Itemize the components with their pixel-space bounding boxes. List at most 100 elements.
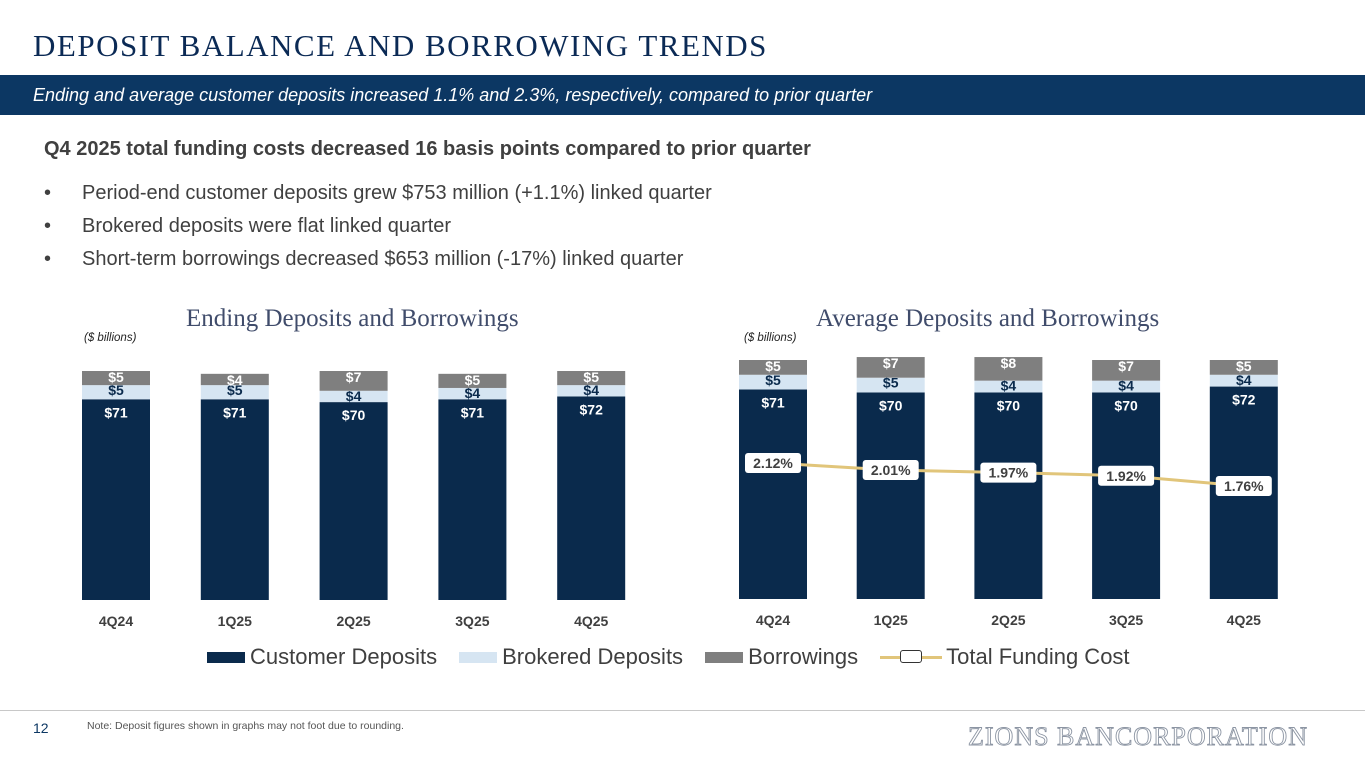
page-title: DEPOSIT BALANCE AND BORROWING TRENDS [33,28,768,63]
average-chart-units: ($ billions) [744,332,797,344]
data-label-customer-deposits: $72 [580,401,604,417]
data-label-brokered-deposits: $4 [465,385,481,401]
footnote: Note: Deposit figures shown in graphs ma… [87,720,404,732]
ending-chart-title: Ending Deposits and Borrowings [186,305,519,332]
bar-brokered-deposits [974,380,1043,393]
legend-item-brokered: Brokered Deposits [459,644,683,670]
subtitle-banner: Ending and average customer deposits inc… [0,75,1365,115]
bar-borrowings [1092,360,1161,381]
legend-label: Customer Deposits [250,644,438,669]
bullet-text: Period-end customer deposits grew $753 m… [82,182,712,204]
x-tick-label: 3Q25 [455,613,489,629]
legend-item-borrowings: Borrowings [705,644,858,670]
bar-customer-deposits [82,399,150,600]
chart-legend: Customer Deposits Brokered Deposits Borr… [207,643,1152,671]
x-tick-label: 4Q25 [574,613,608,629]
funding-cost-label: 1.97% [989,465,1029,481]
bar-brokered-deposits [1209,374,1278,387]
legend-item-customer: Customer Deposits [207,644,437,670]
data-label-brokered-deposits: $4 [1236,372,1252,388]
bar-brokered-deposits [557,385,626,397]
footer-divider [0,710,1365,711]
legend-swatch [705,651,744,663]
funding-cost-label-box [1215,476,1272,497]
bar-brokered-deposits [82,385,150,400]
legend-swatch [459,651,498,663]
data-label-brokered-deposits: $4 [1001,378,1017,394]
data-label-customer-deposits: $71 [761,395,785,411]
x-tick-label: 3Q25 [1109,612,1143,628]
data-label-borrowings: $5 [765,358,781,374]
bar-borrowings [739,360,807,375]
funding-cost-label: 1.92% [1106,468,1146,484]
data-label-borrowings: $7 [346,369,362,385]
bullet-list: • Period-end customer deposits grew $753 … [44,180,712,279]
funding-cost-label-box [862,460,919,481]
legend-label: Brokered Deposits [502,644,684,669]
data-label-borrowings: $7 [1118,358,1134,374]
bar-brokered-deposits [200,385,269,400]
funding-cost-label-box [980,462,1037,483]
bar-borrowings [319,371,388,391]
bar-borrowings [557,371,626,386]
bar-customer-deposits [438,399,507,600]
bar-brokered-deposits [319,390,388,403]
company-logo: ZIONS BANCORPORATION [968,722,1308,752]
bullet-text: Short-term borrowings decreased $653 mil… [82,248,684,270]
bar-borrowings [200,373,269,386]
legend-swatch [207,651,245,663]
data-label-customer-deposits: $71 [223,404,247,420]
bar-brokered-deposits [856,377,925,393]
bar-borrowings [1209,360,1278,375]
bullet-item: • Period-end customer deposits grew $753 … [44,180,712,213]
x-tick-label: 2Q25 [336,613,370,629]
data-label-brokered-deposits: $4 [1118,378,1134,394]
data-label-brokered-deposits: $5 [883,375,899,391]
funding-cost-label: 1.76% [1224,478,1264,494]
bar-borrowings [856,357,925,378]
data-label-customer-deposits: $70 [997,397,1021,413]
funding-cost-label: 2.01% [871,462,911,478]
bullet-glyph: • [44,248,52,270]
bar-borrowings [82,371,150,386]
data-label-borrowings: $8 [1001,355,1017,371]
page-number: 12 [33,720,49,736]
data-label-brokered-deposits: $4 [346,388,362,404]
data-label-brokered-deposits: $5 [227,382,243,398]
x-tick-label: 2Q25 [991,612,1025,628]
data-label-borrowings: $5 [583,369,599,385]
data-label-customer-deposits: $70 [342,407,366,423]
data-label-borrowings: $4 [227,372,243,388]
bar-brokered-deposits [739,374,807,390]
data-label-customer-deposits: $71 [104,404,128,420]
bar-customer-deposits [319,402,388,600]
x-tick-label: 4Q24 [756,612,790,628]
bar-customer-deposits [1092,392,1161,599]
legend-label: Total Funding Cost [946,644,1130,669]
data-label-brokered-deposits: $5 [765,372,781,388]
data-label-customer-deposits: $72 [1232,392,1256,408]
bar-customer-deposits [856,392,925,599]
bar-borrowings [974,357,1043,381]
data-label-borrowings: $5 [108,369,124,385]
legend-label: Borrowings [748,644,859,669]
bar-customer-deposits [739,389,807,599]
funding-cost-label-box [745,453,801,473]
bar-customer-deposits [557,396,626,600]
data-label-customer-deposits: $70 [879,397,903,413]
x-tick-label: 4Q24 [99,613,133,629]
bullet-item: • Short-term borrowings decreased $653 mi… [44,246,712,279]
bar-brokered-deposits [438,387,507,400]
headline: Q4 2025 total funding costs decreased 16… [44,138,811,160]
data-label-customer-deposits: $71 [461,404,485,420]
x-tick-label: 1Q25 [218,613,252,629]
bar-customer-deposits [974,392,1043,599]
data-label-borrowings: $5 [1236,358,1252,374]
data-label-brokered-deposits: $4 [583,382,599,398]
funding-cost-label-box [1098,465,1155,486]
bar-customer-deposits [200,399,269,600]
legend-line-marker [880,650,943,664]
data-label-customer-deposits: $70 [1114,397,1138,413]
